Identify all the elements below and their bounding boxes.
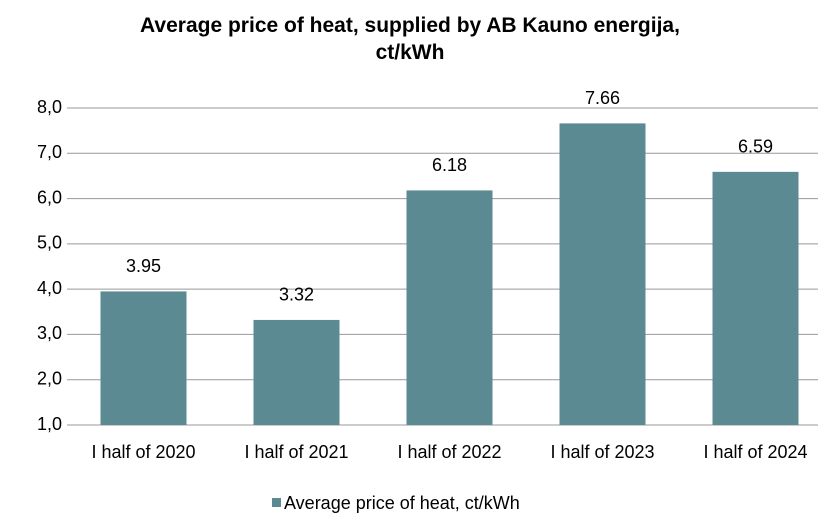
data-label: 3.95 [126, 256, 161, 276]
bar [100, 291, 187, 425]
y-tick-label: 4,0 [37, 278, 62, 298]
x-tick-label: I half of 2024 [703, 442, 807, 462]
y-tick-label: 6,0 [37, 187, 62, 207]
data-label: 3.32 [279, 285, 314, 305]
y-tick-label: 1,0 [37, 414, 62, 434]
y-tick-label: 8,0 [37, 97, 62, 117]
data-label: 7.66 [585, 88, 620, 108]
y-tick-label: 2,0 [37, 368, 62, 388]
legend-label: Average price of heat, ct/kWh [284, 493, 520, 513]
data-label: 6.59 [738, 137, 773, 157]
x-tick-label: I half of 2022 [397, 442, 501, 462]
chart-title: Average price of heat, supplied by AB Ka… [140, 14, 680, 64]
y-tick-label: 5,0 [37, 233, 62, 253]
x-tick-label: I half of 2023 [550, 442, 654, 462]
bar [253, 319, 340, 425]
x-tick-label: I half of 2020 [91, 442, 195, 462]
bar [559, 123, 646, 425]
x-tick-label: I half of 2021 [244, 442, 348, 462]
legend-swatch [272, 498, 281, 507]
y-tick-label: 3,0 [37, 323, 62, 343]
bar [712, 171, 799, 425]
data-label: 6.18 [432, 155, 467, 175]
bar [406, 190, 493, 425]
y-tick-label: 7,0 [37, 142, 62, 162]
